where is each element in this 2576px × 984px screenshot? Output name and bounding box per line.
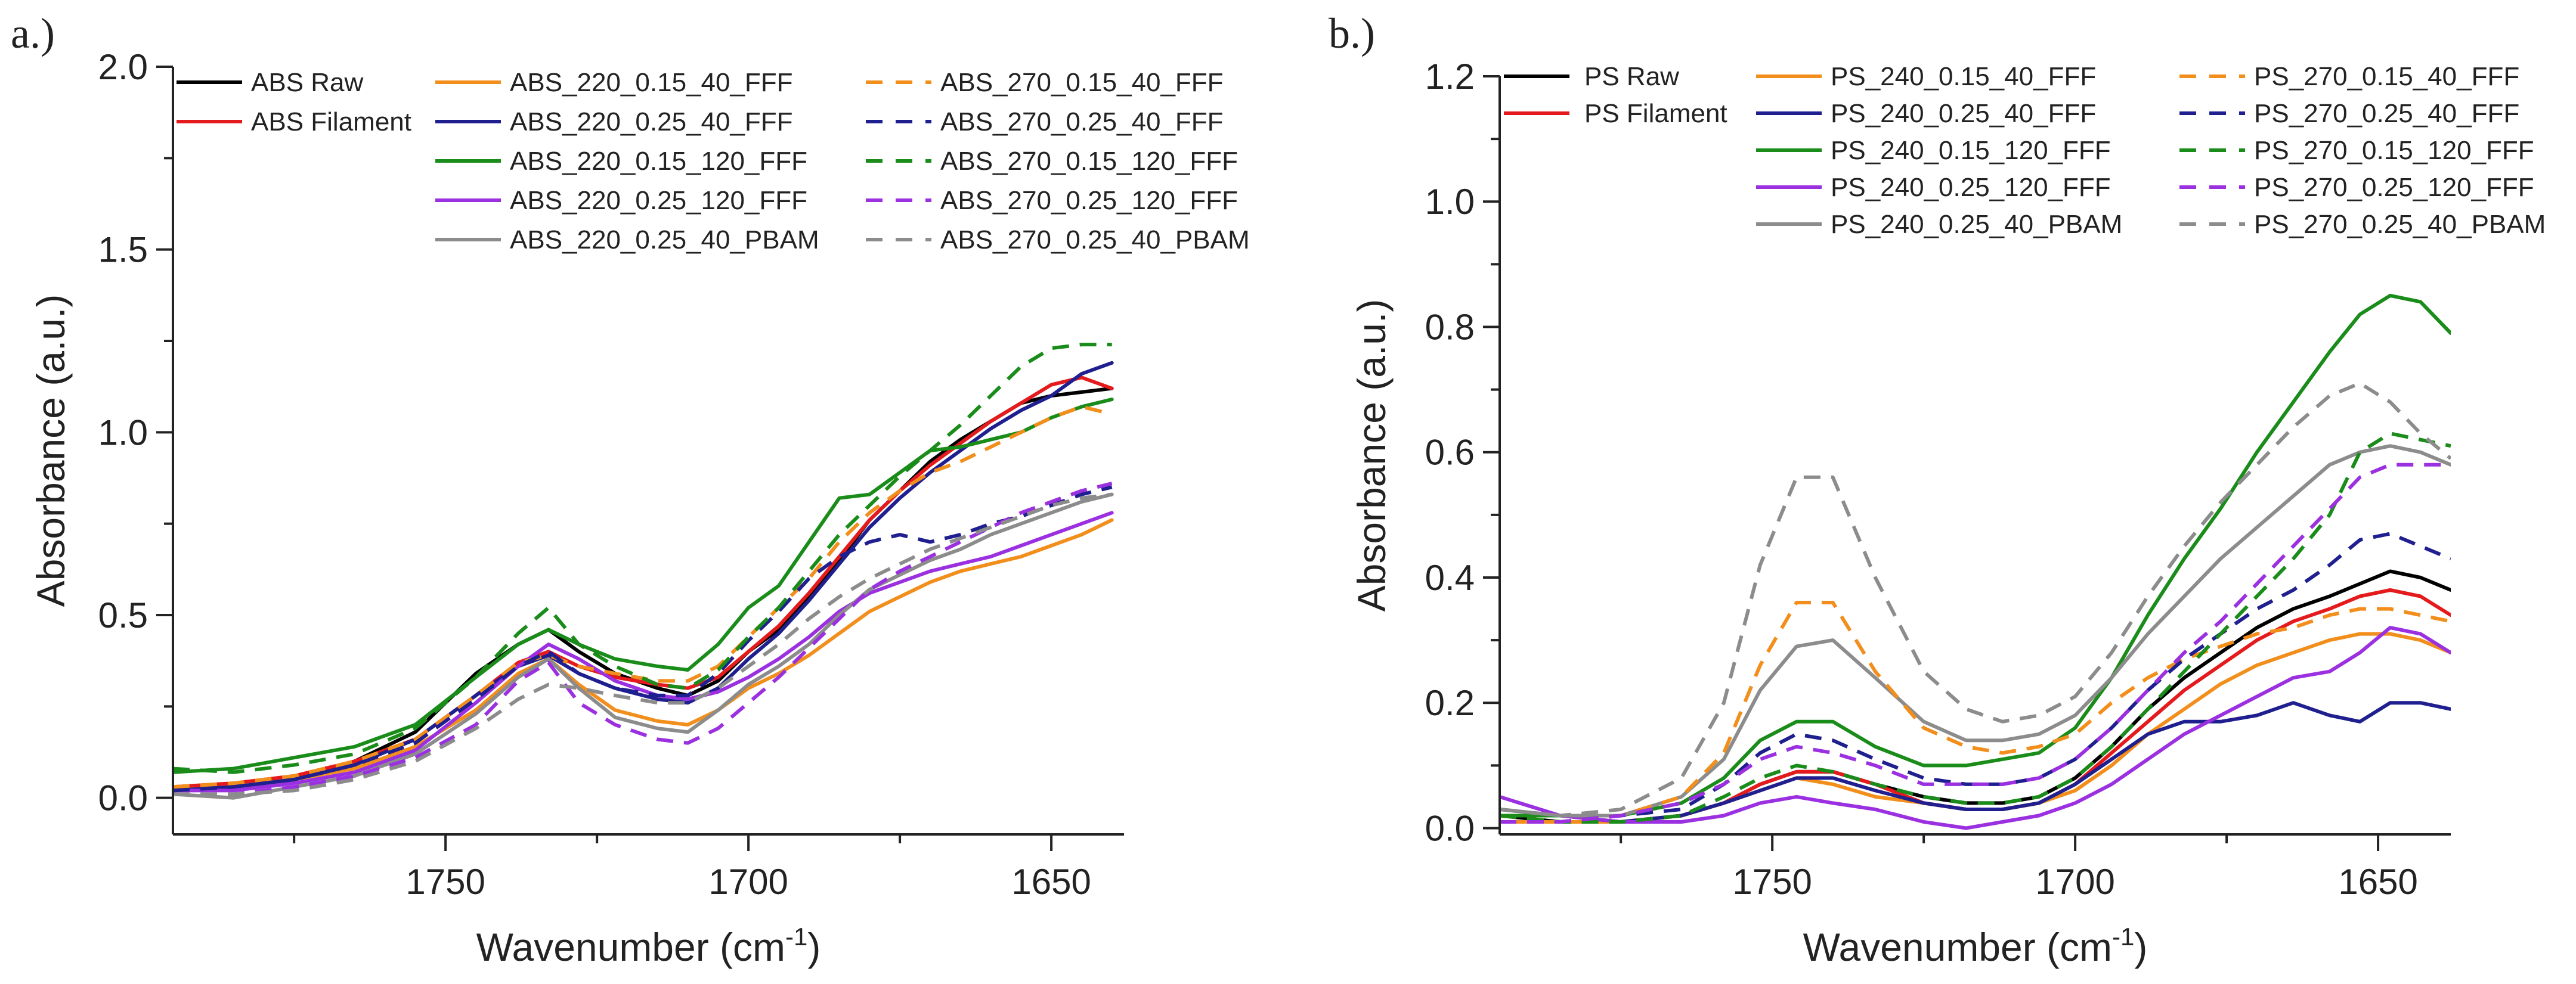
- legend-label: PS_270_0.25_40_FFF: [2254, 99, 2519, 128]
- panel-label: a.): [11, 10, 55, 57]
- y-axis-title: Absorbance (a.u.): [29, 294, 73, 607]
- legend-label: PS_270_0.15_120_FFF: [2254, 136, 2534, 165]
- series-line-PS_240_0.25_120_FFF: [1500, 626, 2451, 830]
- series-line-PS_270_0.15_40_FFF: [1500, 601, 2451, 824]
- legend-label: PS_270_0.25_120_FFF: [2254, 173, 2534, 202]
- x-axis-title-sup: -1: [785, 923, 807, 951]
- series-line-ABS Raw: [173, 386, 1114, 793]
- x-tick-label: 1700: [2035, 862, 2114, 902]
- y-tick-label: 1.0: [1425, 182, 1475, 222]
- legend-label: ABS_270_0.25_40_FFF: [940, 107, 1224, 136]
- y-tick-label: 0.6: [1425, 433, 1475, 473]
- series-line-ABS_220_0.25_40_PBAM: [173, 492, 1114, 800]
- series-line-ABS_270_0.25_40_PBAM: [173, 492, 1113, 796]
- x-axis-title-text: Wavenumber (cm: [1803, 925, 2112, 969]
- legend-label: ABS_270_0.25_120_FFF: [940, 186, 1238, 215]
- x-axis-title: Wavenumber (cm-1): [476, 923, 821, 969]
- x-axis-title-sup: -1: [2112, 923, 2134, 951]
- legend-label: ABS_270_0.25_40_PBAM: [940, 225, 1250, 254]
- series-line-ABS_220_0.25_40_FFF: [173, 361, 1114, 793]
- legend: ABS Raw ABS Filament ABS_220_0.15_40_FFF AB…: [177, 68, 1250, 254]
- legend-label: PS_240_0.25_120_FFF: [1831, 173, 2111, 202]
- x-axis-title: Wavenumber (cm-1): [1803, 923, 2148, 969]
- legend-label: ABS Raw: [251, 68, 364, 97]
- y-axis-title: Absorbance (a.u.): [1349, 299, 1394, 612]
- legend-label: ABS Filament: [251, 107, 411, 136]
- series-line-ABS_270_0.15_120_FFF: [173, 343, 1112, 774]
- series-line-PS_270_0.25_40_FFF: [1500, 532, 2451, 824]
- x-tick-label: 1700: [708, 862, 788, 902]
- series-line-ABS_270_0.15_40_FFF: [173, 405, 1113, 789]
- chart-panel-a: a.) 0.0 0.5 1.0 1.5 2.0 1750 1700 1650 Absorbance…: [11, 10, 1250, 969]
- y-tick-label: 0.2: [1425, 683, 1475, 723]
- legend-label: PS_240_0.25_40_PBAM: [1831, 210, 2122, 239]
- x-axis-title-close: ): [807, 925, 821, 969]
- series-line-PS_270_0.25_120_FFF: [1500, 462, 2451, 824]
- legend-label: ABS_220_0.15_40_FFF: [510, 68, 793, 97]
- y-tick-label: 0.5: [98, 595, 148, 635]
- legend: PS Raw PS Filament PS_240_0.15_40_FFF PS_24…: [1504, 62, 2546, 239]
- legend-label: PS_240_0.25_40_FFF: [1831, 99, 2096, 128]
- y-tick-label: 0.4: [1425, 558, 1475, 598]
- x-tick-label: 1650: [2338, 862, 2417, 902]
- y-tick-label: 2.0: [98, 47, 148, 87]
- legend-label: PS Filament: [1584, 99, 1727, 128]
- y-tick-label: 1.5: [98, 230, 148, 270]
- legend-label: ABS_270_0.15_120_FFF: [940, 147, 1238, 176]
- series-line-PS_270_0.15_120_FFF: [1500, 432, 2451, 824]
- legend-label: PS_270_0.15_40_FFF: [2254, 62, 2519, 91]
- series-line-PS Filament: [1500, 588, 2451, 824]
- series-line-PS_240_0.15_40_FFF: [1500, 632, 2451, 824]
- x-tick-label: 1750: [1732, 862, 1812, 902]
- series-line-ABS_220_0.25_120_FFF: [173, 511, 1114, 793]
- legend-label: ABS_220_0.25_40_PBAM: [510, 225, 819, 254]
- legend-label: PS Raw: [1584, 62, 1679, 91]
- series-line-ABS_270_0.25_120_FFF: [173, 482, 1113, 796]
- legend-label: PS_240_0.15_120_FFF: [1831, 136, 2111, 165]
- legend-label: ABS_220_0.25_40_FFF: [510, 107, 793, 136]
- x-tick-label: 1650: [1011, 862, 1091, 902]
- y-tick-label: 0.0: [1425, 808, 1475, 848]
- x-axis-title-text: Wavenumber (cm: [476, 925, 785, 969]
- series-line-ABS_220_0.15_120_FFF: [173, 398, 1114, 774]
- series-line-ABS_270_0.25_40_FFF: [173, 485, 1113, 793]
- legend-label: ABS_220_0.25_120_FFF: [510, 186, 807, 215]
- panel-label: b.): [1329, 10, 1375, 57]
- x-tick-label: 1750: [405, 862, 485, 902]
- series-line-PS_240_0.25_40_PBAM: [1500, 444, 2451, 818]
- legend-label: ABS_220_0.15_120_FFF: [510, 147, 807, 176]
- series-line-PS_240_0.15_120_FFF: [1500, 293, 2451, 818]
- legend-label: ABS_270_0.15_40_FFF: [940, 68, 1224, 97]
- chart-panel-b: b.) 0.0 0.2 0.4 0.6 0.8 1.0 1.2 1750 1700 1650 Abso…: [1329, 10, 2546, 969]
- y-tick-label: 0.0: [98, 778, 148, 818]
- legend-label: PS_240_0.15_40_FFF: [1831, 62, 2096, 91]
- y-tick-label: 0.8: [1425, 307, 1475, 347]
- x-axis-title-close: ): [2134, 925, 2147, 969]
- legend-label: PS_270_0.25_40_PBAM: [2254, 210, 2546, 239]
- y-tick-label: 1.0: [98, 412, 148, 452]
- series-line-PS_270_0.25_40_PBAM: [1500, 381, 2451, 818]
- y-tick-label: 1.2: [1425, 57, 1475, 97]
- series-line-PS_240_0.25_40_FFF: [1500, 701, 2451, 824]
